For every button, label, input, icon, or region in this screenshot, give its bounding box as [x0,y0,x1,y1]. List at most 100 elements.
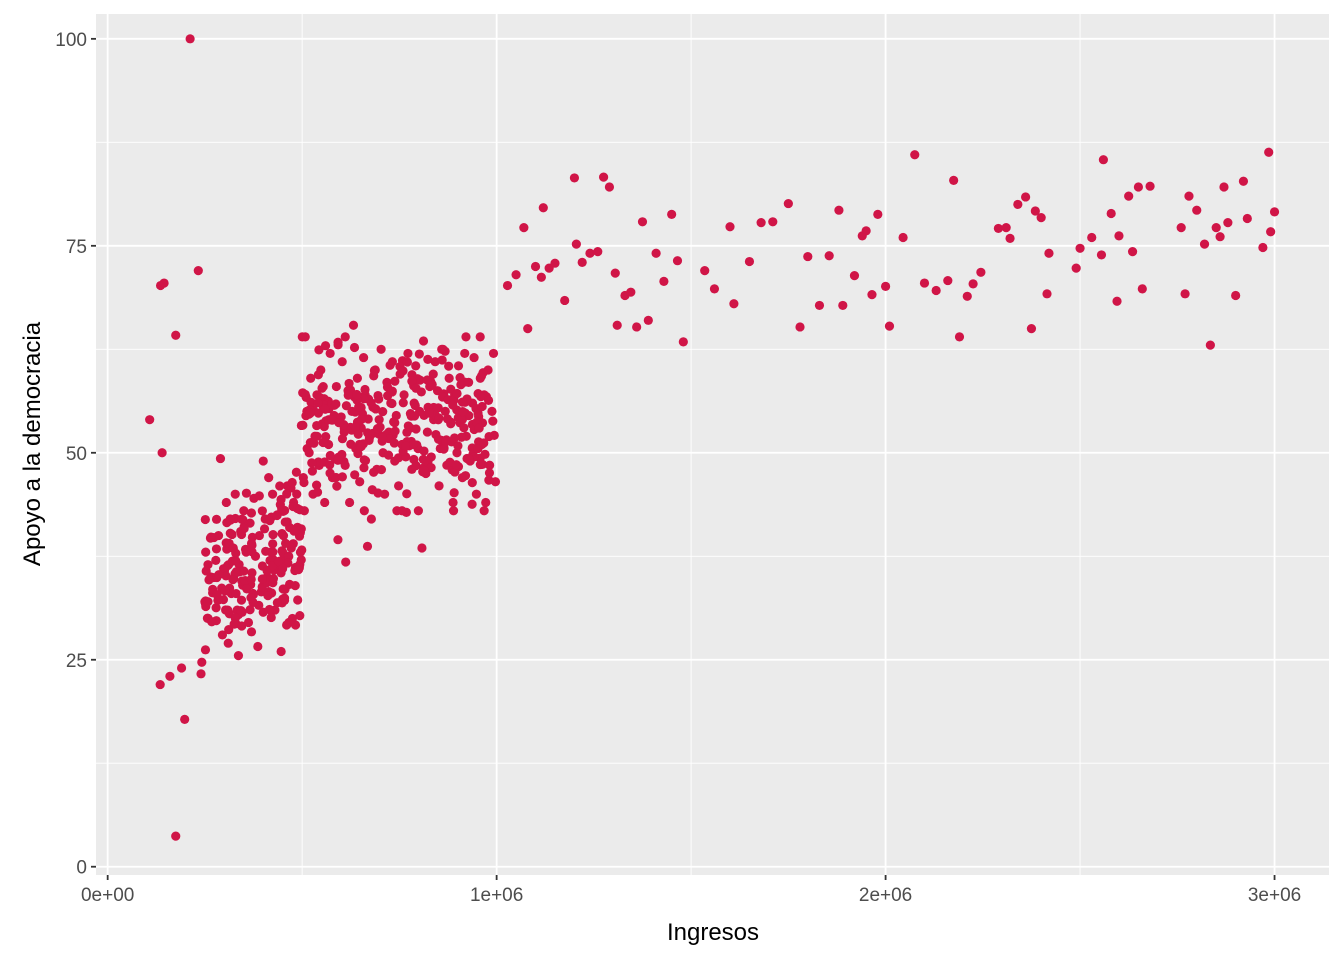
data-point [1114,231,1124,241]
data-point [1180,289,1190,299]
data-point [387,386,397,396]
data-point [459,423,469,433]
data-point [246,593,256,603]
data-point [411,424,421,434]
data-point [231,556,241,566]
data-point [538,203,548,213]
data-point [298,420,308,430]
data-point [355,477,365,487]
data-point [176,663,187,673]
data-point [376,344,386,354]
data-point [333,455,343,465]
data-point [824,251,834,261]
data-point [418,336,429,346]
data-point [448,400,458,410]
data-point [954,332,965,342]
data-point [272,510,282,521]
data-point [366,514,376,524]
data-point [477,401,487,412]
data-point [484,431,494,442]
data-point [448,506,459,516]
data-point [672,256,683,266]
data-point [467,477,477,488]
data-point [434,481,444,491]
data-point [1005,233,1015,243]
data-point [353,448,363,459]
data-point [346,439,356,449]
data-point [725,222,735,232]
data-point [756,218,766,228]
data-point [1258,242,1268,253]
data-point [314,345,324,355]
data-point [253,641,263,652]
data-point [423,354,433,364]
data-point [239,506,249,516]
data-point [814,300,825,311]
data-point [228,575,238,585]
data-point [360,384,370,395]
data-point [405,408,416,419]
data-point [171,330,181,340]
data-point [943,275,953,286]
data-point [268,547,278,557]
data-point [325,468,335,478]
data-point [523,323,533,334]
data-point [258,607,268,617]
data-point [484,475,494,485]
data-point [1106,208,1116,219]
data-point [212,589,222,600]
data-point [474,423,484,433]
data-point [258,456,268,466]
data-point [458,406,468,417]
data-point [359,463,369,473]
data-point [362,541,373,551]
data-point [398,366,408,376]
y-tick-label: 25 [66,651,87,672]
data-point [481,497,491,508]
data-point [408,439,419,450]
data-point [211,603,221,613]
data-point [1124,191,1134,201]
data-point [783,198,793,209]
data-point [333,535,343,545]
data-point [469,352,479,363]
data-point [411,361,421,371]
data-point [569,173,580,183]
data-point [453,441,463,451]
data-point [268,574,279,584]
data-point [480,449,490,459]
data-point [312,431,322,441]
y-tick-label: 0 [76,858,87,879]
data-point [700,266,710,276]
data-point [211,544,222,554]
data-point [300,389,310,400]
data-point [389,438,399,448]
x-axis: 0e+00 1e+06 2e+06 3e+06 [81,875,1301,906]
data-point [277,504,287,514]
data-point [354,402,364,412]
data-point [334,418,344,428]
data-point [968,279,978,289]
data-point [375,422,385,432]
data-point [1145,181,1155,191]
data-point [1001,222,1011,233]
data-point [414,349,424,359]
data-point [398,398,408,408]
data-point [246,627,257,637]
data-point [417,543,427,553]
data-point [1269,207,1280,217]
data-point [919,278,930,288]
data-point [1223,218,1233,228]
data-point [157,448,167,458]
data-point [378,407,388,417]
data-point [577,257,587,267]
data-point [193,266,203,276]
data-point [1042,289,1052,299]
data-point [341,557,351,567]
data-point [460,471,471,481]
data-point [277,528,287,539]
data-point [296,555,306,565]
data-point [1133,182,1144,192]
data-point [220,586,230,596]
